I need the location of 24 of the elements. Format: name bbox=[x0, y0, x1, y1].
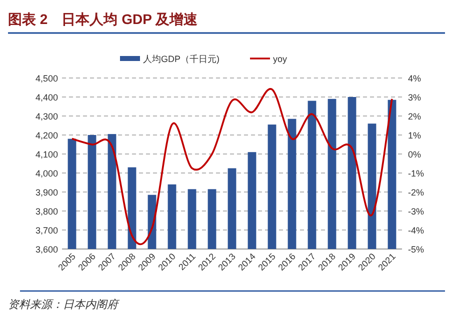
y2-tick-label: -3% bbox=[408, 206, 424, 216]
y-tick-label: 4,000 bbox=[35, 168, 58, 178]
y2-tick-label: -1% bbox=[408, 168, 424, 178]
y2-tick-label: 3% bbox=[408, 92, 422, 102]
y2-tick-label: 4% bbox=[408, 74, 422, 84]
y-tick-label: 4,200 bbox=[35, 130, 58, 140]
y2-tick-label: -4% bbox=[408, 226, 424, 236]
text: 资料来源：日本内阁府 bbox=[8, 298, 120, 311]
y2-tick-label: 1% bbox=[408, 130, 422, 140]
y-tick-label: 3,600 bbox=[35, 244, 58, 254]
y-tick-label: 3,800 bbox=[35, 206, 58, 216]
y2-tick-label: 2% bbox=[408, 112, 422, 122]
y-tick-label: 3,700 bbox=[35, 226, 58, 236]
y-tick-label: 4,500 bbox=[35, 74, 58, 84]
y2-tick-label: 0% bbox=[408, 150, 422, 160]
legend-label: yoy bbox=[273, 54, 288, 64]
y2-tick-label: -5% bbox=[408, 244, 424, 254]
y-tick-label: 4,100 bbox=[35, 150, 58, 160]
chart-title: 图表 2 日本人均 GDP 及增速 bbox=[8, 11, 199, 27]
y-tick-label: 4,300 bbox=[35, 112, 58, 122]
legend-label: 人均GDP（千日元) bbox=[143, 54, 220, 64]
y-tick-label: 3,900 bbox=[35, 188, 58, 198]
y-tick-label: 4,400 bbox=[35, 92, 58, 102]
y2-tick-label: -2% bbox=[408, 188, 424, 198]
